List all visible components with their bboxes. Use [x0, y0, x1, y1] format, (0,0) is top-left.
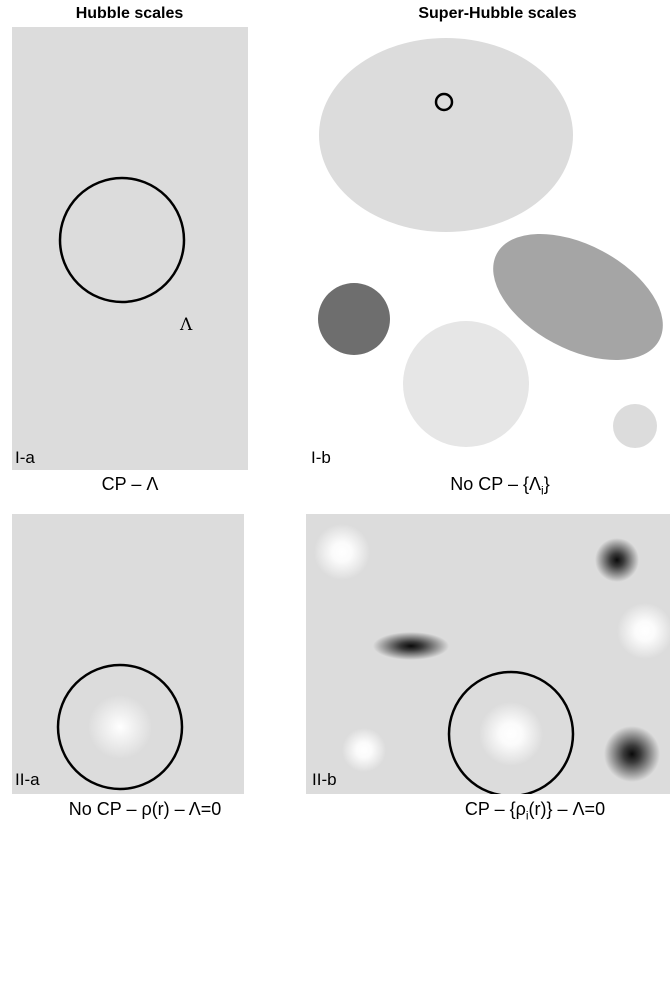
bright-blob	[342, 728, 386, 772]
panel-label-ii-b: II-b	[312, 770, 337, 789]
panel-label-i-a: I-a	[15, 448, 35, 467]
caption-i-b-text: No CP – {Λ	[450, 474, 542, 494]
header-hubble-scales: Hubble scales	[75, 5, 184, 22]
dark-blob	[604, 726, 660, 782]
panel-ii-a-drawing	[56, 663, 184, 791]
hubble-horizon-circle	[56, 663, 184, 791]
caption-ii-b-text: CP – {ρ	[464, 799, 526, 819]
caption-ii-a: No CP – ρ(r) – Λ=0	[68, 799, 222, 819]
caption-i-b: No CP – {Λi}	[385, 474, 615, 498]
panel-ii-b: II-b	[306, 514, 670, 794]
caption-i-b-subscript: i	[541, 483, 544, 498]
panel-i-b-drawing	[318, 38, 663, 448]
region-tiny-circle	[613, 404, 657, 448]
hubble-horizon-circle	[58, 176, 186, 304]
panel-i-b: I-b	[306, 27, 670, 470]
caption-ii-b: CP – {ρi(r)} – Λ=0	[420, 799, 650, 823]
caption-ii-b-close: (r)} – Λ=0	[528, 799, 606, 819]
region-tilted-ellipse	[493, 233, 663, 361]
hubble-horizon-circle	[447, 670, 575, 794]
panel-i-a-drawing	[58, 176, 186, 304]
panel-ii-b-drawing	[314, 524, 670, 794]
caption-ii-b-subscript: i	[525, 808, 529, 823]
caption-i-b-close: }	[543, 474, 550, 494]
bright-blob	[479, 702, 543, 766]
dark-elongated-blob	[373, 632, 449, 660]
panel-ii-a: II-a	[12, 514, 244, 794]
dark-blob	[595, 538, 639, 582]
region-light-circle	[403, 321, 529, 447]
header-super-hubble-scales: Super-Hubble scales	[418, 5, 577, 22]
panel-label-i-b: I-b	[311, 448, 331, 467]
lambda-symbol: Λ	[180, 315, 193, 335]
bright-blob	[617, 603, 670, 659]
panel-label-ii-a: II-a	[15, 770, 40, 789]
bright-blob	[88, 695, 152, 759]
panel-i-a: Λ I-a	[12, 27, 248, 470]
caption-i-a: CP – Λ	[101, 474, 159, 494]
region-dark-circle	[318, 283, 390, 355]
bright-blob	[314, 524, 370, 580]
region-large-ellipse	[319, 38, 573, 232]
horizon-small-circle	[434, 92, 454, 112]
